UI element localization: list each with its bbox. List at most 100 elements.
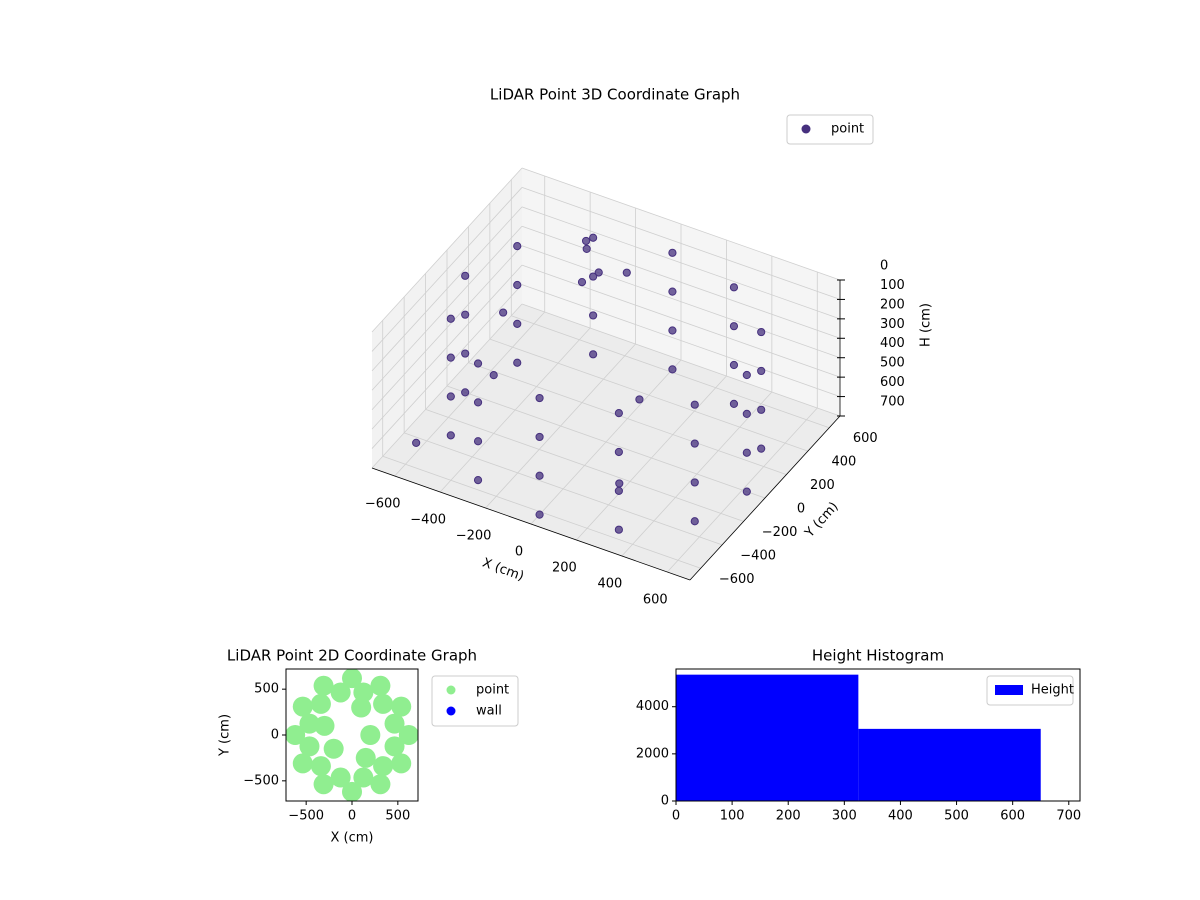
- y-tick-label: 4000: [636, 699, 669, 714]
- point: [313, 675, 334, 696]
- point: [729, 283, 739, 292]
- point: [757, 405, 766, 414]
- point: [330, 767, 351, 788]
- y-tick-label: −400: [740, 548, 776, 563]
- point: [594, 268, 603, 277]
- grid-line: [521, 187, 841, 300]
- y-tick-label: −600: [719, 572, 755, 587]
- point: [614, 486, 623, 495]
- legend-box: [786, 114, 874, 145]
- chart-title: Height Histogram: [812, 647, 944, 665]
- point: [310, 756, 331, 777]
- point: [370, 675, 391, 696]
- point: [513, 242, 522, 251]
- point: [473, 437, 483, 446]
- grid-line: [425, 409, 744, 522]
- y-tick-label: 500: [254, 682, 279, 697]
- plot-area: [286, 669, 418, 801]
- point: [690, 400, 699, 409]
- z-tick-label: 500: [880, 356, 905, 371]
- y-axis-label: Y (cm): [218, 714, 233, 757]
- point: [535, 471, 544, 480]
- y-tick-label: 0: [271, 728, 279, 743]
- chart-title: LiDAR Point 2D Coordinate Graph: [227, 647, 477, 665]
- point: [489, 371, 498, 380]
- point: [535, 393, 544, 403]
- x-tick-label: 100: [720, 809, 745, 824]
- x-tick-label: −200: [456, 529, 492, 544]
- point: [668, 287, 677, 296]
- point: [384, 736, 405, 757]
- bar: [858, 728, 1041, 801]
- point: [373, 693, 394, 714]
- point: [581, 236, 591, 246]
- grid-line: [489, 338, 808, 452]
- z-tick-label: 300: [880, 317, 905, 332]
- point: [757, 366, 766, 376]
- point: [535, 510, 544, 519]
- point: [668, 365, 677, 374]
- legend-swatch: [995, 685, 1023, 695]
- grid-line: [446, 385, 766, 499]
- grid-line: [371, 206, 523, 372]
- y-tick-label: 0: [661, 794, 669, 809]
- point: [535, 432, 544, 442]
- point: [342, 669, 362, 689]
- grid-line: [521, 245, 841, 359]
- x-tick-label: −600: [365, 497, 401, 512]
- grid-line: [521, 264, 841, 378]
- point: [614, 525, 623, 534]
- point: [742, 448, 751, 457]
- z-tick-label: 400: [880, 336, 905, 351]
- grid-line: [521, 284, 841, 397]
- point: [668, 248, 677, 257]
- point: [513, 280, 522, 290]
- legend-marker: [446, 706, 456, 716]
- y-tick-label: 400: [831, 455, 856, 470]
- x-tick-label: 0: [515, 545, 523, 560]
- point: [446, 392, 455, 401]
- y-tick-label: 2000: [636, 746, 669, 761]
- point: [286, 725, 306, 745]
- x-tick-label: 500: [385, 809, 410, 824]
- point: [446, 314, 455, 323]
- point: [635, 395, 644, 404]
- legend-marker: [446, 685, 456, 695]
- point: [589, 311, 598, 320]
- grid-line: [521, 167, 841, 281]
- point: [292, 696, 313, 717]
- point: [391, 696, 412, 717]
- point: [461, 271, 470, 280]
- grid-line: [371, 187, 523, 352]
- point: [589, 272, 598, 281]
- point: [310, 693, 331, 714]
- x-tick-label: 0: [672, 809, 680, 824]
- point: [690, 517, 699, 526]
- point: [370, 774, 391, 795]
- point: [742, 370, 751, 380]
- legend-label: wall: [476, 704, 502, 719]
- axes-frame: [285, 668, 419, 802]
- x-axis-label: X (cm): [331, 831, 374, 846]
- point: [729, 360, 739, 370]
- z-tick-label: 600: [880, 375, 905, 390]
- y-tick-label: −200: [762, 525, 798, 540]
- point: [742, 409, 751, 418]
- axes-frame: [675, 668, 1081, 802]
- y-axis-line: [689, 415, 841, 581]
- grid-line: [371, 226, 523, 391]
- x-tick-label: 300: [832, 809, 857, 824]
- legend-label: point: [831, 122, 864, 137]
- point: [355, 747, 376, 768]
- point: [589, 233, 598, 242]
- legend-box: [986, 675, 1074, 706]
- point: [690, 439, 699, 448]
- grid-line: [521, 206, 841, 320]
- point: [314, 715, 335, 736]
- point: [690, 478, 699, 487]
- point: [292, 753, 313, 774]
- x-axis-label: X (cm): [480, 556, 526, 585]
- z-axis-label: H (cm): [919, 303, 934, 347]
- point: [398, 725, 418, 745]
